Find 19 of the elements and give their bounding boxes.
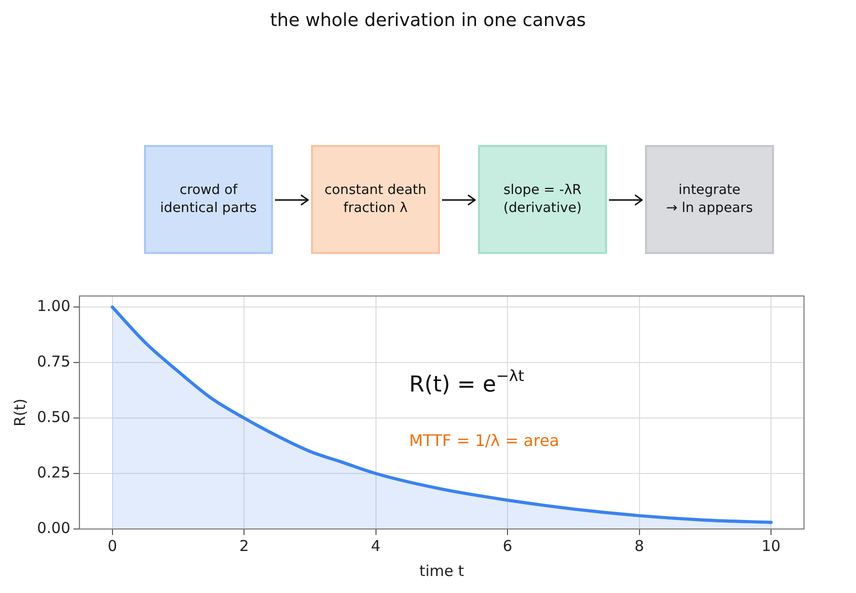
x-tick-label: 2 xyxy=(239,536,249,555)
x-tick-label: 8 xyxy=(634,536,644,555)
x-axis-title: time t xyxy=(419,562,464,580)
y-axis-title: R(t) xyxy=(10,398,29,427)
annotation: MTTF = 1/λ = area xyxy=(409,430,560,450)
text: constant death fraction λ xyxy=(311,145,440,254)
y-tick-label: 0.00 xyxy=(36,518,70,537)
text: integrate → ln appears xyxy=(645,145,774,254)
text: slope = -λR (derivative) xyxy=(478,145,607,254)
chart-title: the whole derivation in one canvas xyxy=(269,10,587,31)
x-tick-label: 6 xyxy=(502,536,512,555)
y-tick-label: 0.75 xyxy=(36,352,70,370)
x-tick-label: 4 xyxy=(371,536,381,555)
x-tick-label: 10 xyxy=(762,536,781,555)
y-tick-label: 1.00 xyxy=(36,296,70,315)
y-tick-label: 0.25 xyxy=(36,463,70,482)
y-tick-label: 0.50 xyxy=(36,408,70,426)
x-tick-label: 0 xyxy=(108,536,118,555)
text: crowd of identical parts xyxy=(144,145,273,254)
